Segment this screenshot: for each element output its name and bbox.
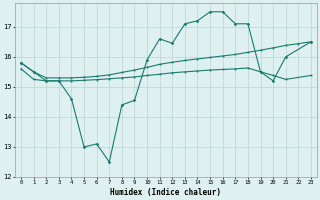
X-axis label: Humidex (Indice chaleur): Humidex (Indice chaleur) bbox=[110, 188, 221, 197]
